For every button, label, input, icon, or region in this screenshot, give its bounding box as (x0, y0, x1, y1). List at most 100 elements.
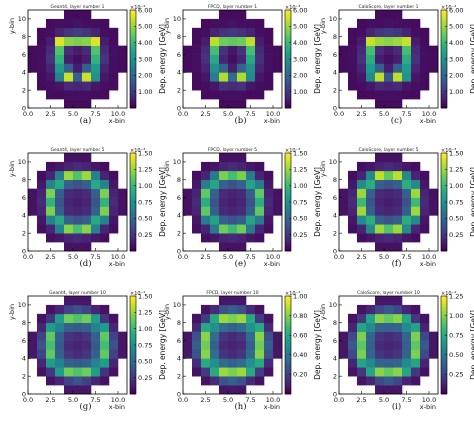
heatmap-cell (100, 349, 110, 359)
heatmap-cell (46, 340, 56, 350)
x-tick-label: 7.5 (90, 253, 100, 261)
heatmap-cell (375, 313, 385, 324)
heatmap-cell (384, 27, 394, 38)
colorbar-segment (130, 68, 136, 72)
heatmap-cell (201, 313, 211, 324)
y-axis-label: y-bin (319, 18, 327, 34)
colorbar-segment (130, 211, 136, 215)
heatmap-cell (246, 304, 256, 315)
colorbar-segment (441, 248, 447, 252)
colorbar-segment (441, 22, 447, 26)
heatmap-cell (64, 304, 74, 315)
colorbar-segment (441, 206, 447, 210)
colorbar-segment (441, 352, 447, 356)
heatmap-cell (219, 296, 229, 306)
heatmap-cell (228, 349, 238, 359)
heatmap-cell (46, 18, 56, 29)
heatmap-cell (366, 233, 376, 243)
heatmap-cell (384, 385, 394, 395)
heatmap-cell (411, 215, 421, 225)
heatmap-cell (393, 188, 403, 198)
colorbar-segment (285, 165, 291, 169)
heatmap-cell (273, 63, 283, 73)
heatmap-cell (100, 304, 110, 315)
heatmap-cell (411, 331, 421, 341)
heatmap-cell (228, 63, 238, 73)
heatmap-cell (73, 99, 83, 109)
heatmap-cell (384, 358, 394, 368)
colorbar-segment (441, 199, 447, 203)
heatmap-cell (237, 170, 247, 181)
heatmap-cell (384, 197, 394, 207)
heatmap-cell (384, 153, 394, 163)
heatmap-cell (55, 331, 65, 341)
heatmap-cell (55, 36, 65, 46)
heatmap-cell (429, 197, 439, 207)
colorbar-tick-label: 1.00 (293, 292, 307, 300)
heatmap-cell (73, 63, 83, 73)
heatmap-cell (109, 322, 119, 332)
heatmap-cell (237, 63, 247, 73)
heatmap-cell (402, 331, 412, 341)
colorbar-segment (441, 29, 447, 33)
heatmap-cell (255, 179, 265, 189)
x-tick-label: 10.0 (422, 110, 436, 118)
heatmap-cell (246, 215, 256, 225)
colorbar-segment (441, 298, 447, 302)
heatmap-cell (46, 376, 56, 386)
heatmap-cell (210, 179, 220, 189)
heatmap-cell (100, 215, 110, 225)
x-axis-label: x-bin (420, 403, 436, 411)
y-tick-label: 10 (329, 158, 337, 166)
heatmap-cell (228, 385, 238, 395)
heatmap-cell (219, 170, 229, 181)
colorbar-label: Dep. energy [GeV] (469, 310, 474, 380)
heatmap-cell (393, 45, 403, 55)
heatmap-cell (73, 153, 83, 163)
heatmap-cell (82, 197, 92, 207)
heatmap-cell (219, 385, 229, 395)
x-tick-label: 10.0 (111, 110, 125, 118)
heatmap-cell (64, 45, 74, 55)
heatmap-cell (28, 54, 38, 64)
colorbar-segment (441, 330, 447, 334)
heatmap-cell (28, 188, 38, 198)
heatmap-cell (357, 358, 367, 368)
colorbar-segment (441, 14, 447, 18)
heatmap-cell (357, 45, 367, 55)
heatmap-cell (55, 197, 65, 207)
heatmap-cell (100, 206, 110, 216)
heatmap-cell (420, 54, 430, 64)
colorbar-segment (285, 298, 291, 302)
heatmap-cell (219, 242, 229, 252)
panel-caption: (a) (80, 115, 92, 126)
heatmap-cell (192, 331, 202, 341)
heatmap-cell (73, 54, 83, 64)
heatmap-cell (237, 215, 247, 225)
heatmap-cell (37, 54, 47, 64)
x-tick-label: 5.0 (68, 110, 78, 118)
heatmap-cell (393, 322, 403, 332)
colorbar-segment (130, 238, 136, 242)
colorbar-segment (130, 61, 136, 65)
colorbar-segment (130, 248, 136, 252)
colorbar-segment (441, 359, 447, 363)
y-tick-label: 6 (177, 51, 181, 59)
plot-frame (338, 295, 439, 395)
colorbar-label: Dep. energy [GeV] (469, 167, 474, 237)
heatmap-cell (339, 331, 349, 341)
heatmap-cell (64, 215, 74, 225)
colorbar-segment (441, 73, 447, 77)
y-tick-label: 6 (22, 337, 26, 345)
heatmap-cell (348, 179, 358, 189)
heatmap-cell (91, 90, 101, 100)
colorbar-segment (130, 32, 136, 35)
heatmap-cell (219, 63, 229, 73)
heatmap-cell (228, 153, 238, 163)
colorbar-segment (441, 231, 447, 235)
heatmap-cell (201, 331, 211, 341)
colorbar-segment (285, 81, 291, 84)
colorbar-segment (441, 179, 447, 183)
heatmap-cell (64, 90, 74, 100)
colorbar-segment (130, 160, 136, 164)
